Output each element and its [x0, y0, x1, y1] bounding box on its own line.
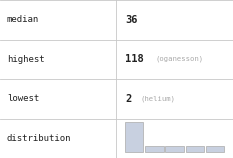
Bar [165, 146, 184, 152]
Bar [125, 122, 144, 152]
Text: (oganesson): (oganesson) [155, 56, 204, 63]
Text: 118: 118 [125, 54, 144, 64]
Bar [145, 146, 164, 152]
Text: (helium): (helium) [140, 95, 175, 102]
Bar [186, 146, 204, 152]
Text: 36: 36 [125, 15, 138, 25]
Text: 2: 2 [125, 94, 131, 104]
Text: highest: highest [7, 55, 45, 64]
Text: distribution: distribution [7, 134, 72, 143]
Text: lowest: lowest [7, 94, 39, 103]
Bar [206, 146, 224, 152]
Text: median: median [7, 15, 39, 24]
